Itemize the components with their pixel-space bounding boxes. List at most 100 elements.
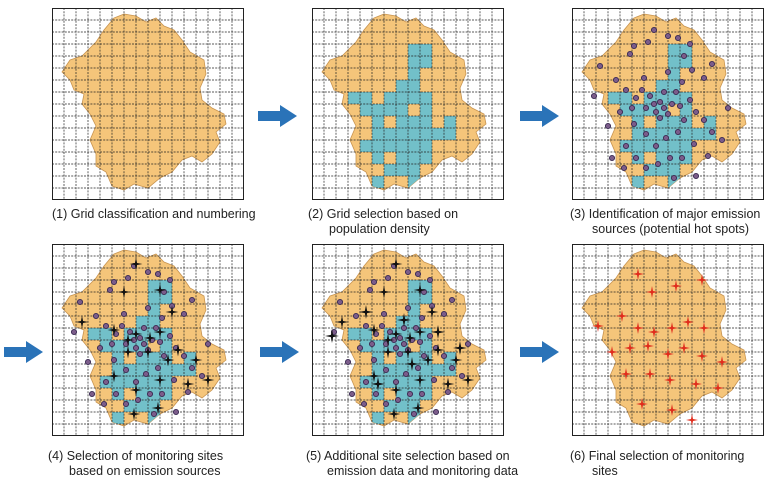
emission-source-dot bbox=[612, 76, 620, 84]
monitoring-site-star bbox=[143, 331, 157, 345]
emission-source-dot bbox=[370, 278, 378, 286]
monitoring-site-star bbox=[129, 257, 143, 271]
selected-grid-cell bbox=[680, 140, 692, 152]
emission-source-dot bbox=[628, 104, 636, 112]
selected-grid-cell bbox=[420, 388, 432, 400]
selected-grid-cell bbox=[408, 152, 420, 164]
final-site-star bbox=[632, 322, 644, 334]
final-site-star bbox=[686, 414, 698, 426]
selected-grid-cell bbox=[160, 376, 172, 388]
emission-source-dot bbox=[198, 372, 206, 380]
final-site-star bbox=[716, 356, 728, 368]
selected-grid-cell bbox=[112, 412, 124, 424]
emission-source-dot bbox=[692, 172, 700, 180]
monitoring-site-star bbox=[121, 333, 135, 347]
emission-source-dot bbox=[414, 270, 422, 278]
selected-grid-cell bbox=[408, 280, 420, 292]
caption-step-5: (5) Additional site selection based on e… bbox=[306, 449, 518, 479]
final-site-star bbox=[606, 346, 618, 358]
selected-grid-cell bbox=[680, 128, 692, 140]
emission-source-dot bbox=[378, 322, 386, 330]
emission-source-dot bbox=[102, 322, 110, 330]
emission-source-dot bbox=[640, 74, 648, 82]
caption-line: population density bbox=[329, 222, 430, 236]
selected-grid-cell bbox=[420, 104, 432, 116]
grid-border bbox=[52, 244, 244, 436]
emission-source-dot bbox=[158, 390, 166, 398]
selected-grid-cell bbox=[372, 412, 384, 424]
selected-grid-cell bbox=[184, 352, 196, 364]
selected-grid-cell bbox=[420, 92, 432, 104]
selected-grid-cell bbox=[632, 176, 644, 188]
arrow-right-icon bbox=[520, 341, 559, 363]
emission-source-dot bbox=[608, 154, 616, 162]
arrow-right-icon bbox=[258, 105, 297, 127]
selected-grid-cell bbox=[632, 104, 644, 116]
emission-source-dot bbox=[642, 164, 650, 172]
selected-grid-cell bbox=[396, 376, 408, 388]
monitoring-site-star bbox=[141, 345, 155, 359]
emission-source-dot bbox=[118, 322, 126, 330]
selected-grid-cell bbox=[396, 80, 408, 92]
selected-grid-cell bbox=[112, 376, 124, 388]
selected-grid-cell bbox=[322, 92, 324, 104]
selected-grid-cell bbox=[420, 152, 432, 164]
selected-grid-cell bbox=[408, 304, 420, 316]
selected-grid-cell bbox=[360, 140, 372, 152]
emission-source-dot bbox=[420, 352, 428, 360]
selected-grid-cell bbox=[384, 164, 396, 176]
final-site-star bbox=[662, 348, 674, 360]
selected-grid-cell bbox=[148, 316, 160, 328]
final-site-star bbox=[696, 350, 708, 362]
selected-grid-cell bbox=[408, 388, 420, 400]
selected-grid-cell bbox=[88, 328, 100, 340]
caption-step-2: (2) Grid selection based on population d… bbox=[308, 207, 458, 237]
panel-grid-classification bbox=[52, 8, 244, 200]
emission-source-dot bbox=[352, 312, 360, 320]
emission-sources bbox=[590, 26, 732, 182]
selected-grid-cell bbox=[396, 152, 408, 164]
emission-source-dot bbox=[664, 32, 672, 40]
region-shape bbox=[581, 249, 747, 427]
selected-grid-cell bbox=[420, 56, 432, 68]
emission-source-dot bbox=[704, 152, 712, 160]
emission-source-dot bbox=[430, 376, 438, 384]
selected-grid-cell bbox=[124, 364, 136, 376]
emission-source-dot bbox=[166, 276, 174, 284]
monitoring-site-star bbox=[449, 353, 463, 367]
selected-grid-cell bbox=[432, 128, 444, 140]
selected-grid-cell bbox=[656, 140, 668, 152]
caption-step-3: (3) Identification of major emission sou… bbox=[570, 207, 760, 237]
emission-source-dot bbox=[410, 410, 418, 418]
emission-source-dot bbox=[418, 314, 426, 322]
emission-source-dot bbox=[70, 328, 78, 336]
emission-source-dot bbox=[142, 370, 150, 378]
selected-grid-cell bbox=[384, 128, 396, 140]
final-site-star bbox=[696, 274, 708, 286]
caption-line: (5) Additional site selection based on bbox=[306, 449, 510, 463]
selected-grid-cell bbox=[420, 280, 432, 292]
monitoring-site-star bbox=[153, 373, 167, 387]
emission-source-dot bbox=[604, 122, 612, 130]
caption-line: (2) Grid selection based on bbox=[308, 207, 459, 221]
selected-grid-cell bbox=[384, 92, 396, 104]
selected-grid-cell bbox=[396, 92, 408, 104]
emission-source-dot bbox=[630, 42, 638, 50]
emission-source-dot bbox=[642, 104, 650, 112]
selected-grid-cell bbox=[680, 44, 692, 56]
selected-grid-cell bbox=[396, 164, 408, 176]
emission-source-dot bbox=[644, 38, 652, 46]
selected-grid-cell bbox=[668, 116, 680, 128]
selected-grid-cell bbox=[408, 92, 420, 104]
selected-cells bbox=[582, 44, 716, 188]
caption-step-6: (6) Final selection of monitoring sites bbox=[570, 449, 744, 479]
emission-source-dot bbox=[464, 340, 472, 348]
emission-source-dot bbox=[440, 310, 448, 318]
grid-map bbox=[52, 244, 244, 436]
selected-grid-cell bbox=[396, 104, 408, 116]
emission-source-dot bbox=[660, 104, 668, 112]
final-site-star bbox=[664, 374, 676, 386]
emission-source-dot bbox=[146, 390, 154, 398]
final-site-star bbox=[678, 342, 690, 354]
selected-grid-cell bbox=[148, 376, 160, 388]
